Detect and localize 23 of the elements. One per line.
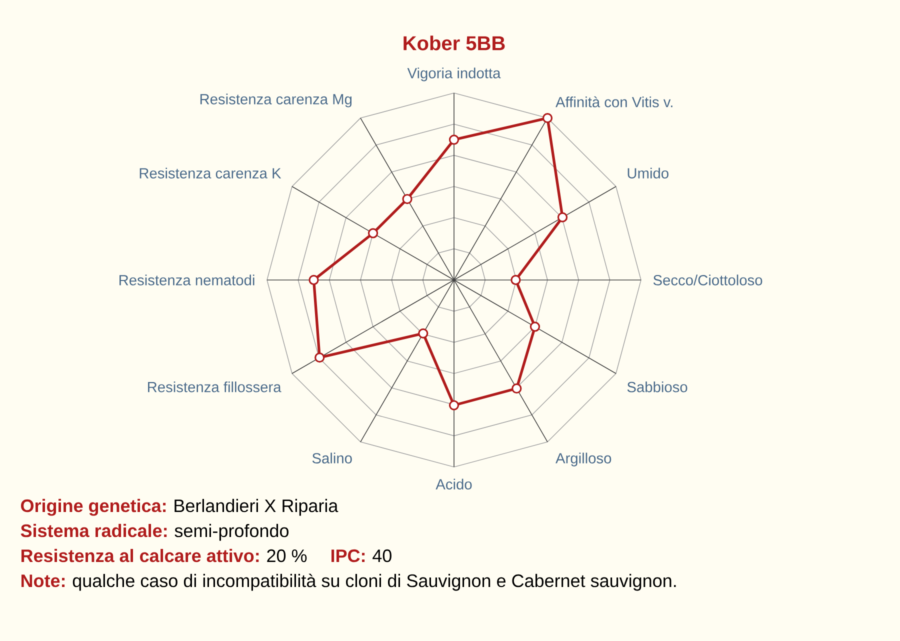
text: Resistenza al calcare attivo:: [21, 548, 259, 562]
text: Origine genetica:: [21, 498, 166, 516]
spoke-label: Salino: [312, 452, 352, 464]
text: Berlandieri X Riparia: [174, 498, 338, 516]
spoke-label: Affinità con Vitis v.: [556, 96, 672, 108]
spoke-label: Resistenza nematodi: [120, 274, 254, 286]
spoke-label: Acido: [436, 478, 472, 490]
chart-title: Kober 5BB: [404, 36, 505, 50]
spoke-label: Resistenza carenza Mg: [200, 94, 352, 108]
text: 20 %: [267, 549, 307, 562]
spoke-label: Vigoria indotta: [407, 68, 501, 82]
spoke-label: Resistenza fillossera: [148, 381, 282, 392]
text: qualche caso di incompatibilità su cloni di Sauvignon e Cabernet sauvignon.: [72, 574, 676, 591]
spoke-label: Argilloso: [556, 452, 612, 466]
text: 40: [372, 549, 392, 562]
text: IPC:: [331, 549, 365, 562]
spoke-label: Sabbioso: [627, 381, 688, 392]
spoke-label: Resistenza carenza K: [140, 168, 282, 178]
text: Sistema radicale:: [20, 524, 167, 538]
text: Note:: [21, 574, 65, 588]
spoke-label: Umido: [628, 168, 668, 178]
spoke-label: Secco/Ciottoloso: [653, 274, 762, 286]
text: semi-profondo: [174, 524, 289, 541]
